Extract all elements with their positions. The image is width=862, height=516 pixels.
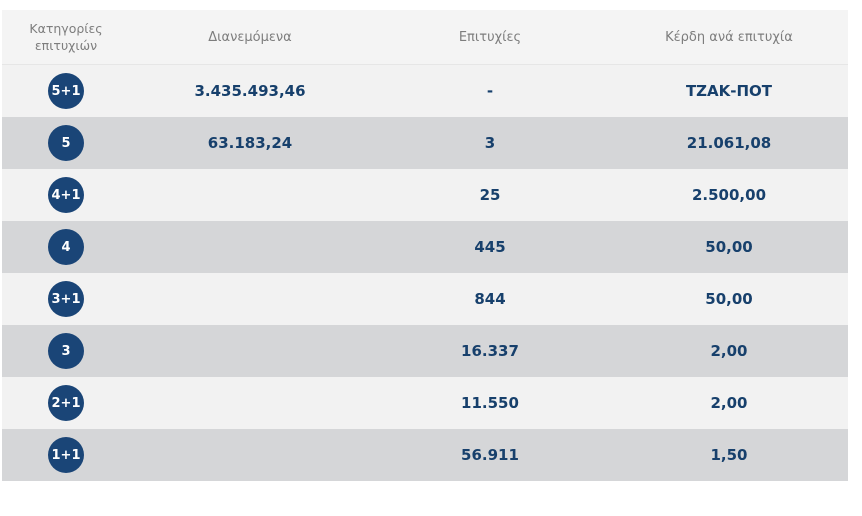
winners-cell: 56.911 xyxy=(461,446,519,464)
results-table: Κατηγορίες επιτυχιών Διανεμόμενα Επιτυχί… xyxy=(2,10,848,481)
table-row: 3+1 844 50,00 xyxy=(2,273,848,325)
header-winners: Επιτυχίες xyxy=(458,29,522,45)
winners-cell: 11.550 xyxy=(461,394,519,412)
table-row: 4+1 25 2.500,00 xyxy=(2,169,848,221)
category-badge: 4+1 xyxy=(48,177,84,213)
prize-cell: 21.061,08 xyxy=(686,134,772,152)
prize-cell: 2,00 xyxy=(710,394,748,412)
category-badge: 2+1 xyxy=(48,385,84,421)
table-row: 1+1 56.911 1,50 xyxy=(2,429,848,481)
table-row: 2+1 11.550 2,00 xyxy=(2,377,848,429)
prize-cell: ΤΖΑΚ-ΠΟΤ xyxy=(685,82,773,100)
table-header: Κατηγορίες επιτυχιών Διανεμόμενα Επιτυχί… xyxy=(2,10,848,65)
header-categories-line2: επιτυχιών xyxy=(34,38,98,53)
table-row: 3 16.337 2,00 xyxy=(2,325,848,377)
prize-cell: 50,00 xyxy=(705,290,753,308)
winners-cell: 16.337 xyxy=(461,342,519,360)
winners-cell: - xyxy=(486,82,494,100)
winners-cell: 445 xyxy=(474,238,506,256)
prize-cell: 2,00 xyxy=(710,342,748,360)
table-row: 5 63.183,24 3 21.061,08 xyxy=(2,117,848,169)
prize-cell: 1,50 xyxy=(710,446,748,464)
category-badge: 5 xyxy=(48,125,84,161)
prize-cell: 50,00 xyxy=(705,238,753,256)
header-prize-per-winner: Κέρδη ανά επιτυχία xyxy=(665,29,793,45)
category-badge: 3+1 xyxy=(48,281,84,317)
prize-cell: 2.500,00 xyxy=(691,186,767,204)
winners-cell: 3 xyxy=(484,134,496,152)
header-distributed: Διανεμόμενα xyxy=(208,29,292,45)
category-badge: 3 xyxy=(48,333,84,369)
winners-cell: 25 xyxy=(479,186,501,204)
distributed-cell: 3.435.493,46 xyxy=(194,82,306,100)
winners-cell: 844 xyxy=(474,290,506,308)
category-badge: 5+1 xyxy=(48,73,84,109)
table-row: 5+1 3.435.493,46 - ΤΖΑΚ-ΠΟΤ xyxy=(2,65,848,117)
category-badge: 1+1 xyxy=(48,437,84,473)
table-row: 4 445 50,00 xyxy=(2,221,848,273)
header-categories-line1: Κατηγορίες xyxy=(29,21,103,36)
category-badge: 4 xyxy=(48,229,84,265)
distributed-cell: 63.183,24 xyxy=(207,134,293,152)
header-categories: Κατηγορίες επιτυχιών xyxy=(2,20,130,54)
